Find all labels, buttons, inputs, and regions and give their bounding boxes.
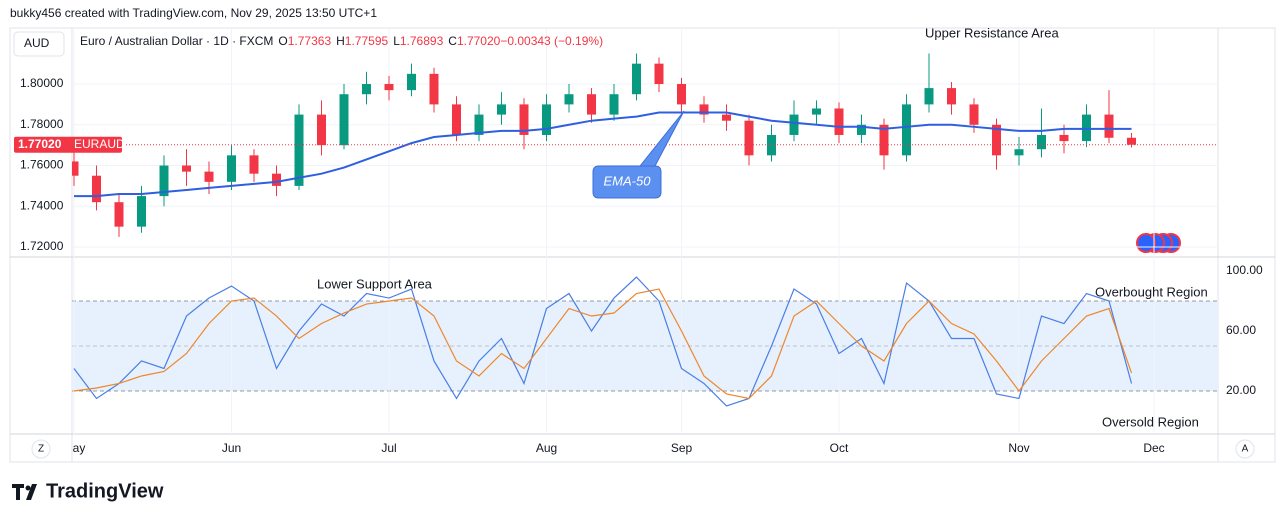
- candle-body: [1127, 137, 1136, 145]
- x-tick-label: May: [63, 441, 86, 455]
- x-tick-label: Dec: [1143, 441, 1164, 455]
- time-axis: May Jun Jul Aug Sep Oct Nov Dec: [63, 441, 1165, 455]
- annotation: Overbought Region: [1095, 284, 1208, 299]
- candle-body: [452, 104, 461, 135]
- last-price: 1.77020: [18, 137, 62, 151]
- candle-body: [249, 155, 259, 174]
- last-price-tag: [14, 136, 122, 153]
- x-tick-label: Jun: [222, 441, 241, 455]
- candle-body: [722, 114, 731, 121]
- legend-item: 1.77020: [457, 34, 501, 48]
- ema-line: [74, 111, 1132, 198]
- callout-text: EMA-50: [604, 173, 652, 188]
- candle-body: [699, 104, 709, 115]
- candle-body: [182, 165, 191, 172]
- y-tick-label: 60.00: [1226, 323, 1256, 337]
- candle-body: [969, 104, 979, 125]
- candle-body: [1104, 114, 1114, 138]
- x-tick-label: Nov: [1008, 441, 1029, 455]
- x-tick-label: Aug: [536, 441, 557, 455]
- annotation: Oversold Region: [1102, 414, 1199, 429]
- candle-body: [384, 84, 394, 91]
- candle-body: [812, 108, 821, 115]
- annotation: Lower Support Area: [317, 276, 433, 291]
- candle-body: [407, 73, 416, 91]
- candle-body: [609, 94, 619, 115]
- callout: [592, 110, 685, 199]
- currency[interactable]: AUD: [24, 36, 50, 50]
- candle-body: [924, 88, 934, 105]
- currency-button[interactable]: [13, 31, 65, 57]
- y-tick-label: 1.78000: [20, 117, 64, 131]
- brand: TradingView: [46, 480, 164, 502]
- legend-item: H: [336, 34, 345, 48]
- candle-body: [654, 63, 664, 85]
- candle-body: [834, 108, 844, 135]
- candle-body: [1037, 134, 1046, 150]
- y-tick-label: 1.80000: [20, 76, 64, 90]
- legend-item: O: [278, 34, 287, 48]
- candle-body: [992, 124, 1001, 156]
- candle-body: [744, 120, 754, 156]
- candle-body: [339, 94, 349, 146]
- candle-body: [564, 94, 574, 105]
- candle-body: [272, 173, 281, 186]
- candle-body: [137, 196, 146, 227]
- candle-body: [92, 175, 101, 203]
- legend: Euro / Australian Dollar · 1D · FXCM O1.7…: [80, 34, 603, 48]
- candle-body: [902, 104, 911, 156]
- legend-item: Euro / Australian Dollar · 1D · FXCM: [80, 34, 273, 48]
- candle-body: [317, 114, 326, 146]
- y-tick-label: 1.72000: [20, 239, 64, 253]
- candle-body: [677, 84, 686, 105]
- y-tick-label: 1.74000: [20, 198, 64, 212]
- a-button[interactable]: [1235, 439, 1255, 459]
- annotation: Upper Resistance Area: [925, 25, 1059, 40]
- candle-body: [632, 63, 641, 95]
- caption: bukky456 created with TradingView.com, N…: [10, 6, 377, 20]
- plot-area: [72, 28, 1218, 434]
- candle-body: [474, 114, 484, 135]
- candle-body: [227, 155, 236, 182]
- candle-body: [857, 124, 866, 135]
- candle-body: [204, 171, 214, 182]
- icons: [1136, 233, 1181, 253]
- a-label[interactable]: A: [1242, 444, 1249, 455]
- candle-body: [789, 114, 799, 135]
- x-tick-label: Sep: [671, 441, 693, 455]
- symbol: EURAUD: [74, 137, 125, 151]
- legend-item: 1.77595: [345, 34, 389, 48]
- candle-body: [1082, 114, 1091, 142]
- candle-body: [362, 84, 371, 95]
- y-tick-label: 100.00: [1226, 263, 1263, 277]
- y-tick-label: 1.76000: [20, 158, 64, 172]
- logo: [12, 484, 37, 500]
- candle-body: [429, 73, 439, 105]
- candle-body: [294, 114, 304, 186]
- candle-body: [879, 124, 889, 156]
- candle-body: [542, 104, 551, 135]
- candle-body: [114, 202, 124, 227]
- candle-body: [497, 104, 506, 115]
- x-tick-label: Oct: [830, 441, 849, 455]
- legend-item: 1.77363: [288, 34, 332, 48]
- candle-body: [72, 161, 79, 176]
- legend-item: L: [393, 34, 400, 48]
- candle-body: [1014, 149, 1024, 156]
- candle-body: [587, 94, 596, 115]
- z-button[interactable]: [31, 439, 51, 459]
- legend-item: 1.76893: [400, 34, 444, 48]
- candle-body: [1059, 134, 1069, 142]
- rsi-line: [73, 288, 1133, 400]
- frame: [9, 27, 1276, 463]
- y-tick-label: 20.00: [1226, 383, 1256, 397]
- x-tick-label: Jul: [381, 441, 396, 455]
- legend-item: C: [448, 34, 457, 48]
- z-label[interactable]: Z: [38, 444, 44, 455]
- candle-body: [159, 165, 169, 197]
- candle-body: [519, 104, 529, 135]
- candle-body: [947, 88, 956, 105]
- legend-item: −0.00343 (−0.19%): [500, 34, 603, 48]
